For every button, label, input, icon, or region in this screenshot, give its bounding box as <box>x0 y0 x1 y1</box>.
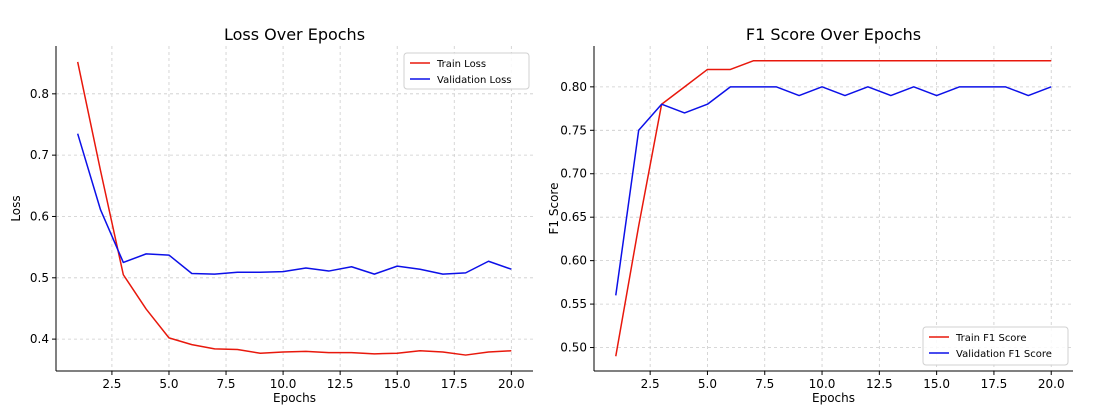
f1-x-tick-label: 5.0 <box>698 377 717 391</box>
f1-x-tick-label: 12.5 <box>866 377 893 391</box>
loss-series-line-train <box>76 61 512 356</box>
f1-y-tick-label: 0.70 <box>560 167 587 181</box>
f1-y-tick-label: 0.55 <box>560 297 587 311</box>
loss-x-tick-label: 17.5 <box>441 377 468 391</box>
loss-y-axis-label: Loss <box>9 195 23 221</box>
f1-x-tick-label: 17.5 <box>981 377 1008 391</box>
f1-y-tick-label: 0.80 <box>560 80 587 94</box>
f1-x-tick-label: 7.5 <box>755 377 774 391</box>
loss-x-tick-label: 7.5 <box>216 377 235 391</box>
loss-legend: Train Loss Validation Loss <box>403 52 530 90</box>
f1-x-tick-label: 20.0 <box>1038 377 1065 391</box>
f1-y-axis-label: F1 Score <box>547 183 561 235</box>
f1-chart: 2.5 5.0 7.5 10.0 12.5 15.0 17.5 20.0 0.50 0.55 0.6… <box>547 25 1073 405</box>
f1-legend-label: Train F1 Score <box>955 333 1026 344</box>
loss-legend-label: Train Loss <box>436 59 486 70</box>
loss-x-tick-label: 2.5 <box>102 377 121 391</box>
loss-legend-label: Validation Loss <box>437 75 512 86</box>
f1-legend: Train F1 Score Validation F1 Score <box>922 326 1069 366</box>
f1-legend-label: Validation F1 Score <box>956 349 1052 360</box>
f1-y-tick-label: 0.60 <box>560 254 587 268</box>
f1-series-line-validation <box>615 86 1052 296</box>
f1-series-line-train <box>615 60 1052 357</box>
loss-legend-frame <box>403 52 530 90</box>
f1-y-tick-label: 0.75 <box>560 123 587 137</box>
loss-x-axis-label: Epochs <box>273 391 316 405</box>
f1-y-tick-label: 0.65 <box>560 210 587 224</box>
loss-y-tick-label: 0.8 <box>30 87 49 101</box>
loss-chart: 2.5 5.0 7.5 10.0 12.5 15.0 17.5 20.0 0.4 0.5 0.6 0.… <box>9 25 533 405</box>
loss-x-tick-label: 10.0 <box>270 377 297 391</box>
loss-x-tick-label: 20.0 <box>498 377 525 391</box>
f1-x-axis-label: Epochs <box>812 391 855 405</box>
loss-x-tick-label: 5.0 <box>159 377 178 391</box>
f1-x-tick-label: 2.5 <box>641 377 660 391</box>
f1-chart-title: F1 Score Over Epochs <box>746 25 921 44</box>
loss-chart-title: Loss Over Epochs <box>224 25 365 44</box>
f1-x-tick-label: 15.0 <box>923 377 950 391</box>
loss-y-tick-label: 0.6 <box>30 209 49 223</box>
loss-x-tick-label: 12.5 <box>327 377 354 391</box>
loss-y-tick-label: 0.7 <box>30 148 49 162</box>
loss-y-tick-label: 0.4 <box>30 332 49 346</box>
loss-y-tick-label: 0.5 <box>30 271 49 285</box>
loss-series-line-validation <box>76 133 512 275</box>
f1-x-tick-label: 10.0 <box>809 377 836 391</box>
f1-legend-frame <box>922 326 1069 366</box>
loss-x-tick-label: 15.0 <box>384 377 411 391</box>
f1-y-tick-label: 0.50 <box>560 341 587 355</box>
